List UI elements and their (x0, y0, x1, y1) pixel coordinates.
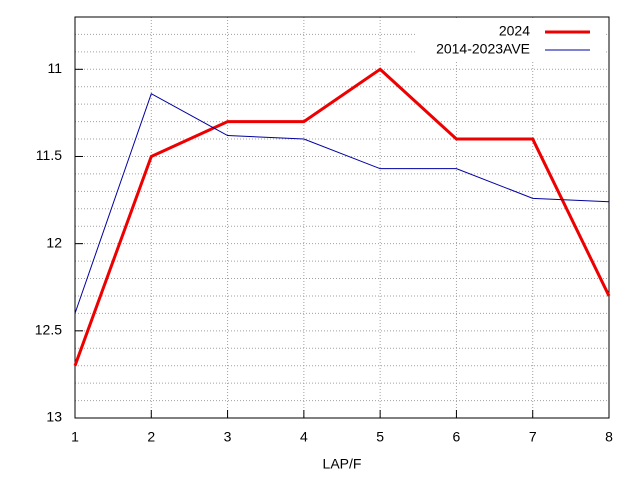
legend-label: 2024 (499, 23, 530, 39)
plot-frame (74, 16, 610, 419)
x-tick-label: 1 (71, 429, 79, 445)
y-tick-label: 12.5 (35, 322, 62, 338)
y-tick-label: 11 (47, 60, 62, 76)
x-tick-label: 4 (300, 429, 308, 445)
y-tick-label: 13 (46, 409, 62, 425)
x-tick-label: 8 (605, 429, 613, 445)
x-tick-label: 6 (453, 429, 461, 445)
y-tick-label: 11.5 (36, 147, 62, 163)
x-tick-label: 3 (224, 429, 232, 445)
series-line (74, 92, 610, 314)
legend-label: 2014-2023AVE (436, 41, 530, 57)
x-tick-label: 5 (376, 429, 384, 445)
x-tick-label: 2 (147, 429, 155, 445)
x-axis-label: LAP/F (323, 456, 362, 472)
x-tick-label: 7 (529, 429, 537, 445)
legend-box (415, 20, 605, 62)
y-tick-label: 12 (46, 234, 62, 250)
series-line (73, 67, 611, 367)
